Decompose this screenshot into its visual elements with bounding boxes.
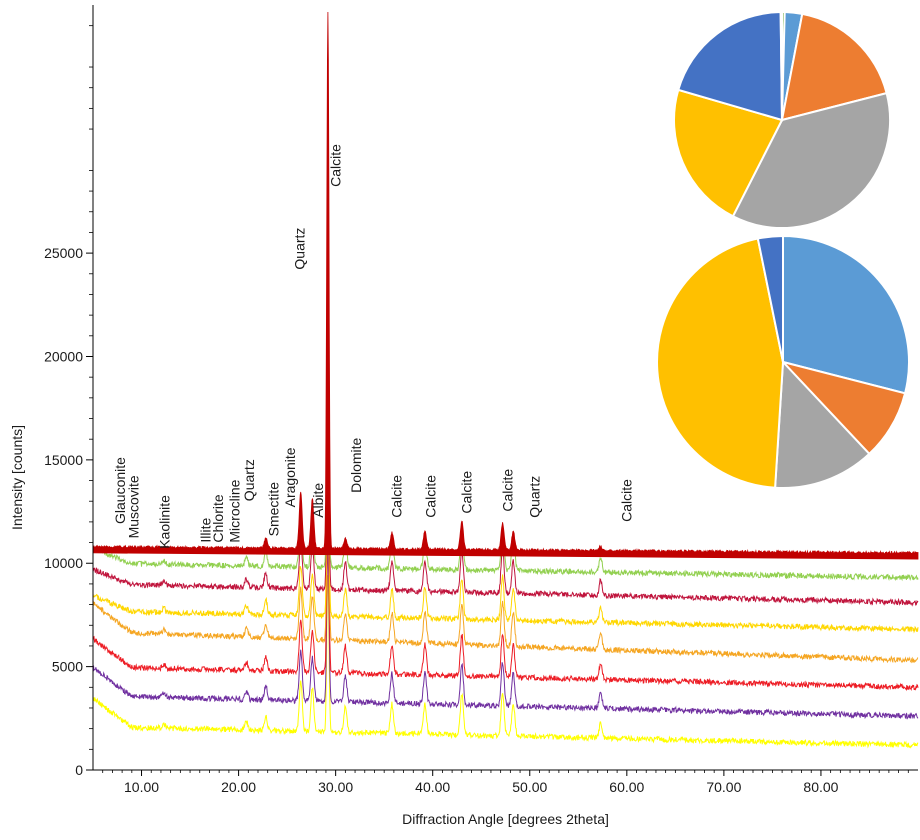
y-tick-label: 25000 bbox=[44, 245, 83, 261]
x-tick-group: 10.00 20.00 30.00 40.00 50.00 60.00 70.00 80.00 bbox=[102, 770, 909, 795]
pie-chart-2 bbox=[656, 234, 910, 489]
pie-2-slice bbox=[774, 359, 871, 489]
peak-label: Quartz bbox=[241, 459, 257, 501]
peak-label: Quartz bbox=[527, 476, 543, 518]
peak-label: Aragonite bbox=[282, 447, 298, 507]
pattern-series-1 bbox=[92, 11, 919, 560]
pie-1-slice bbox=[779, 10, 783, 121]
y-tick-group: 0 5000 10000 15000 20000 25000 bbox=[44, 25, 93, 778]
x-tick-label: 50.00 bbox=[512, 779, 547, 795]
pie-1-slice bbox=[677, 10, 784, 122]
y-tick-label: 20000 bbox=[44, 348, 83, 364]
y-tick-label: 5000 bbox=[52, 659, 83, 675]
peak-label: Calcite bbox=[389, 475, 405, 518]
pie-1-slice bbox=[780, 12, 888, 122]
peak-label: Muscovite bbox=[126, 475, 142, 538]
peak-label: Calcite bbox=[328, 144, 344, 187]
peak-label: Microcline bbox=[227, 479, 243, 542]
peak-label: Quartz bbox=[292, 228, 308, 270]
pie-1-slice bbox=[673, 88, 784, 218]
x-tick-label: 10.00 bbox=[124, 779, 159, 795]
x-tick-label: 70.00 bbox=[706, 779, 741, 795]
pie-2-slice bbox=[656, 237, 785, 489]
peak-label: Calcite bbox=[619, 479, 635, 522]
peak-label: Calcite bbox=[423, 475, 439, 518]
x-tick-label: 60.00 bbox=[609, 779, 644, 795]
pattern-series-3 bbox=[92, 435, 919, 607]
y-tick-label: 15000 bbox=[44, 452, 83, 468]
x-tick-label: 80.00 bbox=[803, 779, 838, 795]
pie-chart-1 bbox=[673, 10, 891, 230]
peak-label: Chlorite bbox=[210, 494, 226, 542]
pattern-series-group bbox=[92, 11, 919, 749]
y-tick-label: 0 bbox=[75, 762, 83, 778]
peak-label: Dolomite bbox=[348, 437, 364, 492]
peak-label: Calcite bbox=[459, 471, 475, 514]
peak-label: Kaolinite bbox=[157, 495, 173, 549]
y-tick-label: 10000 bbox=[44, 555, 83, 571]
x-tick-label: 30.00 bbox=[318, 779, 353, 795]
pattern-series-4 bbox=[92, 463, 919, 634]
x-tick-label: 20.00 bbox=[221, 779, 256, 795]
peak-label: Smectite bbox=[265, 482, 281, 537]
pie-charts-group bbox=[656, 10, 910, 489]
peak-label: Calcite bbox=[499, 469, 515, 512]
pattern-series-5 bbox=[92, 482, 919, 664]
peak-label: Albite bbox=[310, 483, 326, 518]
peak-label: Glauconite bbox=[112, 457, 128, 524]
x-axis-title: Diffraction Angle [degrees 2theta] bbox=[402, 811, 609, 827]
pie-2-slice bbox=[756, 234, 784, 363]
pattern-series-7 bbox=[92, 547, 919, 720]
pattern-series-8 bbox=[92, 575, 919, 749]
x-tick-label: 40.00 bbox=[415, 779, 450, 795]
axes-group bbox=[92, 5, 918, 771]
pattern-series-6 bbox=[92, 518, 919, 692]
pie-1-slice bbox=[731, 91, 891, 230]
peak-label: Illite bbox=[197, 517, 213, 542]
pie-2-slice bbox=[782, 234, 910, 395]
pattern-series-2 bbox=[92, 410, 919, 582]
y-axis-title: Intensity [counts] bbox=[9, 425, 25, 530]
